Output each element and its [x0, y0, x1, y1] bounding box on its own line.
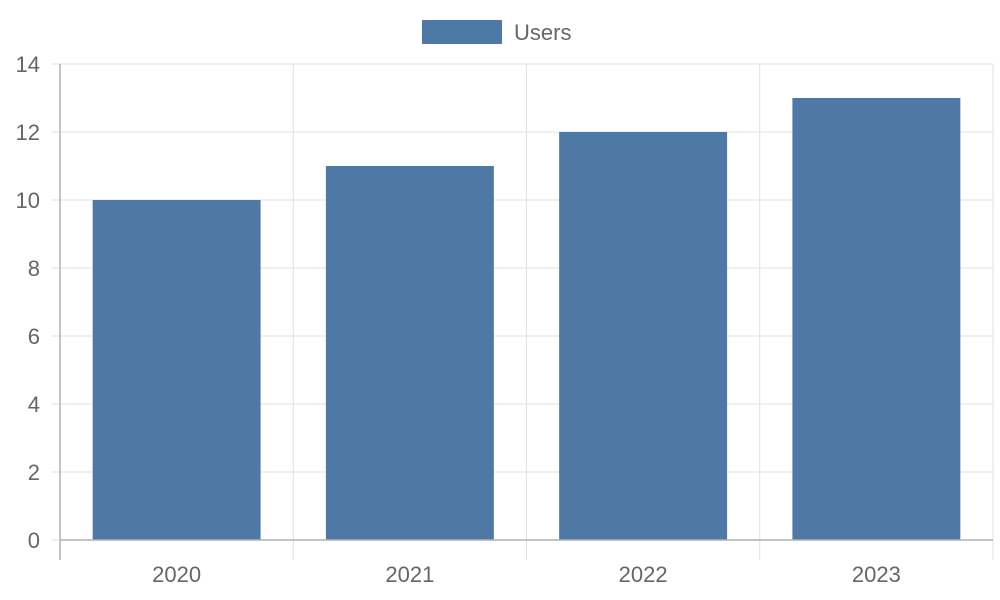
x-tick-label: 2020 [152, 562, 201, 587]
bar-2022[interactable] [559, 132, 728, 540]
y-tick-label: 2 [28, 460, 40, 485]
legend-swatch-users [422, 20, 502, 44]
x-tick-label: 2023 [852, 562, 901, 587]
y-tick-label: 6 [28, 324, 40, 349]
y-tick-label: 10 [16, 188, 40, 213]
y-tick-label: 0 [28, 528, 40, 553]
y-tick-label: 12 [16, 120, 40, 145]
x-tick-label: 2021 [385, 562, 434, 587]
legend[interactable]: Users [422, 20, 571, 45]
legend-label-users: Users [514, 20, 571, 45]
y-tick-label: 4 [28, 392, 40, 417]
bar-2020[interactable] [92, 200, 261, 540]
axes [59, 64, 993, 560]
x-tick-label: 2022 [619, 562, 668, 587]
bar-2023[interactable] [792, 98, 961, 540]
bar-series [92, 98, 961, 540]
bar-2021[interactable] [325, 166, 494, 540]
y-tick-labels: 0 2 4 6 8 10 12 14 [16, 52, 40, 553]
x-tick-labels: 2020 2021 2022 2023 [152, 562, 901, 587]
y-tick-label: 8 [28, 256, 40, 281]
y-tick-label: 14 [16, 52, 40, 77]
